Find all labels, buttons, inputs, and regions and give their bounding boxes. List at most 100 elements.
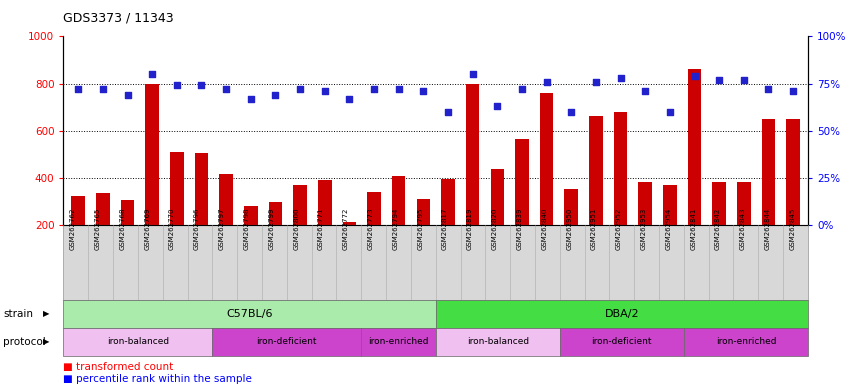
- Point: [564, 109, 578, 115]
- Text: GSM262795: GSM262795: [417, 207, 423, 250]
- Point: [663, 109, 677, 115]
- Bar: [96, 193, 110, 225]
- Bar: [121, 200, 135, 225]
- Point: [146, 71, 159, 77]
- Text: DBA/2: DBA/2: [605, 308, 639, 319]
- Bar: [343, 222, 356, 225]
- Bar: [491, 169, 504, 225]
- Bar: [294, 185, 307, 225]
- Text: GSM262769: GSM262769: [145, 207, 151, 250]
- Text: ■ transformed count: ■ transformed count: [63, 362, 173, 372]
- Bar: [712, 182, 726, 225]
- Point: [195, 82, 208, 88]
- Text: GSM262771: GSM262771: [318, 207, 324, 250]
- Bar: [663, 185, 677, 225]
- Text: GSM262820: GSM262820: [492, 207, 497, 250]
- Text: GSM262843: GSM262843: [740, 207, 746, 250]
- Text: protocol: protocol: [3, 336, 47, 347]
- Text: C57BL/6: C57BL/6: [227, 308, 272, 319]
- Bar: [367, 192, 381, 225]
- Text: GSM262799: GSM262799: [268, 207, 274, 250]
- Text: GSM262772: GSM262772: [343, 207, 349, 250]
- Point: [392, 86, 405, 92]
- Text: iron-balanced: iron-balanced: [467, 337, 529, 346]
- Bar: [318, 180, 332, 225]
- Text: ■ percentile rank within the sample: ■ percentile rank within the sample: [63, 374, 252, 384]
- Bar: [639, 182, 652, 225]
- Bar: [195, 153, 208, 225]
- Text: GSM262794: GSM262794: [393, 207, 398, 250]
- Bar: [146, 84, 159, 225]
- Point: [688, 73, 701, 79]
- Bar: [564, 189, 578, 225]
- Text: ▶: ▶: [43, 309, 50, 318]
- Bar: [589, 116, 602, 225]
- Text: GSM262951: GSM262951: [591, 207, 597, 250]
- Text: GSM262840: GSM262840: [541, 207, 547, 250]
- Point: [614, 75, 628, 81]
- Text: GSM262954: GSM262954: [666, 207, 672, 250]
- Bar: [269, 202, 283, 225]
- Bar: [244, 206, 257, 225]
- Point: [737, 77, 750, 83]
- Point: [491, 103, 504, 109]
- Point: [269, 92, 283, 98]
- Text: GSM262765: GSM262765: [95, 207, 101, 250]
- Text: GSM262796: GSM262796: [194, 207, 200, 250]
- Text: GSM262950: GSM262950: [566, 207, 572, 250]
- Point: [318, 88, 332, 94]
- Bar: [787, 119, 800, 225]
- Bar: [219, 174, 233, 225]
- Point: [540, 79, 553, 85]
- Point: [761, 86, 775, 92]
- Bar: [737, 182, 750, 225]
- Point: [589, 79, 602, 85]
- Point: [787, 88, 800, 94]
- Point: [170, 82, 184, 88]
- Text: iron-deficient: iron-deficient: [591, 337, 652, 346]
- Bar: [540, 93, 553, 225]
- Point: [96, 86, 110, 92]
- Text: GSM262800: GSM262800: [294, 207, 299, 250]
- Text: GSM262798: GSM262798: [244, 207, 250, 250]
- Bar: [392, 176, 405, 225]
- Point: [442, 109, 455, 115]
- Text: GSM262773: GSM262773: [368, 207, 374, 250]
- Bar: [515, 139, 529, 225]
- Text: GSM262842: GSM262842: [715, 207, 721, 250]
- Text: GSM262768: GSM262768: [119, 207, 125, 250]
- Point: [71, 86, 85, 92]
- Text: iron-deficient: iron-deficient: [256, 337, 317, 346]
- Point: [367, 86, 381, 92]
- Text: iron-enriched: iron-enriched: [716, 337, 776, 346]
- Text: GSM262770: GSM262770: [169, 207, 175, 250]
- Point: [219, 86, 233, 92]
- Text: ▶: ▶: [43, 337, 50, 346]
- Point: [515, 86, 529, 92]
- Bar: [688, 70, 701, 225]
- Text: iron-balanced: iron-balanced: [107, 337, 169, 346]
- Text: GSM262845: GSM262845: [789, 207, 795, 250]
- Bar: [416, 199, 430, 225]
- Text: GSM262819: GSM262819: [467, 207, 473, 250]
- Bar: [614, 112, 628, 225]
- Text: GSM262952: GSM262952: [616, 207, 622, 250]
- Text: GSM262817: GSM262817: [442, 207, 448, 250]
- Bar: [71, 197, 85, 225]
- Bar: [442, 179, 455, 225]
- Text: strain: strain: [3, 308, 33, 319]
- Text: GSM262844: GSM262844: [765, 207, 771, 250]
- Text: GDS3373 / 11343: GDS3373 / 11343: [63, 12, 174, 25]
- Text: GSM262953: GSM262953: [640, 207, 646, 250]
- Text: GSM262762: GSM262762: [70, 207, 76, 250]
- Bar: [170, 152, 184, 225]
- Point: [639, 88, 652, 94]
- Point: [712, 77, 726, 83]
- Text: iron-enriched: iron-enriched: [368, 337, 429, 346]
- Point: [121, 92, 135, 98]
- Text: GSM262841: GSM262841: [690, 207, 696, 250]
- Text: GSM262839: GSM262839: [517, 207, 523, 250]
- Text: GSM262797: GSM262797: [219, 207, 225, 250]
- Point: [466, 71, 480, 77]
- Bar: [761, 119, 775, 225]
